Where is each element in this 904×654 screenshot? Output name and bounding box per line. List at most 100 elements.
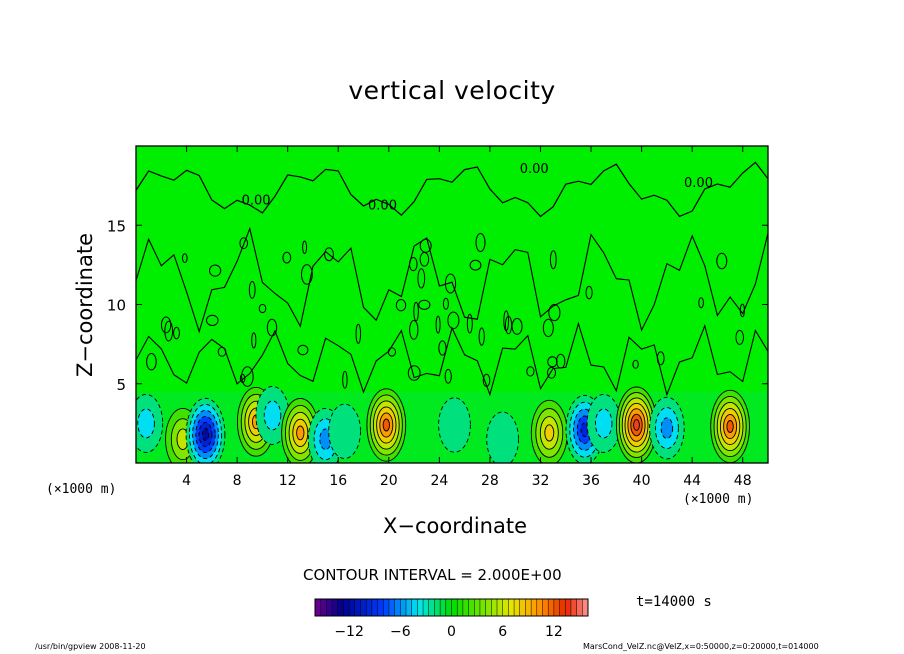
contour-island: [632, 359, 639, 369]
contour-island: [241, 366, 254, 387]
convective-cell: [281, 398, 320, 463]
contour-island: [547, 366, 556, 379]
contour-island: [407, 365, 421, 381]
convective-cell: [438, 397, 471, 453]
colorbar-bin: [525, 599, 532, 616]
cell-contour: [263, 400, 282, 431]
contour-label: 0.00: [684, 176, 713, 191]
colorbar-bin: [497, 599, 503, 616]
convective-cell: [530, 399, 568, 463]
x-tick-label: 48: [734, 473, 752, 489]
contour-island: [418, 299, 431, 310]
x-tick-label: 28: [481, 473, 499, 489]
convective-cell: [366, 388, 407, 462]
colorbar-bin: [406, 599, 412, 616]
colorbar-bin: [519, 599, 526, 616]
contour-island: [478, 327, 485, 346]
colorbar-bin: [315, 599, 321, 616]
contour-island: [442, 297, 449, 310]
contour-island: [435, 315, 441, 334]
contour-island: [556, 353, 566, 369]
contour-island: [302, 240, 308, 255]
cell-contour: [296, 425, 305, 441]
cell-contour: [633, 419, 640, 431]
x-tick-label: 12: [279, 473, 297, 489]
convective-cell: [710, 389, 750, 463]
colorbar-bin: [462, 599, 469, 616]
colorbar-bin: [434, 599, 441, 616]
contour-island: [548, 304, 561, 322]
colorbar-bin: [582, 599, 589, 616]
contour-label: 0.00: [368, 198, 397, 213]
contour-island: [182, 253, 188, 264]
colorbar-bin: [559, 599, 566, 616]
colorbar-bin: [411, 599, 418, 616]
colorbar-bin: [542, 599, 549, 616]
x-tick-label: 8: [233, 473, 242, 489]
x-tick-label: 40: [633, 473, 651, 489]
cell-contour: [137, 408, 155, 439]
contour-island: [739, 303, 746, 318]
colorbar-bin: [417, 599, 424, 616]
zero-contour-middle: [136, 226, 768, 334]
contour-island: [547, 356, 558, 368]
contour-island: [444, 273, 457, 294]
colorbar-bin: [445, 599, 452, 616]
contour-island: [549, 250, 557, 270]
colorbar-bin: [536, 599, 543, 616]
contour-island: [466, 313, 473, 334]
colorbar-tick-label: −6: [390, 624, 411, 640]
contour-island: [716, 252, 728, 270]
colorbar-bin: [502, 599, 509, 616]
colorbar-bin: [383, 599, 390, 616]
colorbar-bin: [360, 599, 367, 616]
colorbar-bin: [332, 599, 339, 616]
x-axis-unit: (×1000 m): [683, 492, 754, 507]
contour-island: [248, 281, 256, 299]
colorbar-bin: [576, 599, 583, 616]
colorbar-tick-label: 6: [498, 624, 507, 640]
contour-island: [164, 320, 174, 342]
colorbar-bin: [371, 599, 378, 616]
colorbar-bin: [354, 599, 361, 616]
cell-contour: [201, 428, 210, 441]
contour-island: [503, 310, 510, 332]
contour-island: [209, 264, 222, 277]
x-tick-label: 16: [329, 473, 347, 489]
cell-contour: [486, 411, 519, 463]
contour-island: [282, 251, 292, 264]
contour-island: [324, 247, 334, 262]
colorbar-bin: [531, 599, 538, 616]
colorbar-bin: [548, 599, 555, 616]
colorbar-bin: [377, 599, 384, 616]
colorbar-bin: [337, 599, 344, 616]
y-tick-label: 5: [116, 376, 126, 394]
contour-island: [395, 299, 407, 312]
colorbar-bin: [508, 599, 515, 616]
contour-island: [217, 346, 227, 357]
y-tick-label: 10: [107, 297, 126, 315]
contour-island: [735, 329, 745, 345]
convective-cell: [255, 385, 290, 445]
zero-contour-upper: [136, 161, 768, 218]
colorbar-bin: [366, 599, 373, 616]
contour-island: [542, 318, 554, 338]
footer-program-date: /usr/bin/gpview 2008-11-20: [35, 642, 146, 651]
contour-island: [698, 297, 704, 309]
colorbar-bin: [451, 599, 458, 616]
cell-contour: [660, 417, 674, 439]
colorbar-bin: [491, 599, 498, 616]
colorbar-bin: [479, 599, 486, 616]
convective-cell: [586, 393, 621, 453]
x-tick-label: 32: [532, 473, 550, 489]
contour-island: [355, 323, 362, 344]
contour-island: [173, 326, 180, 340]
colorbar-bin: [474, 599, 481, 616]
colorbar-bin: [394, 599, 401, 616]
contour-island: [409, 257, 418, 272]
contour-island: [301, 264, 313, 285]
contour-island: [475, 233, 486, 252]
colorbar-bin: [440, 599, 447, 616]
colorbar-bin: [388, 599, 395, 616]
